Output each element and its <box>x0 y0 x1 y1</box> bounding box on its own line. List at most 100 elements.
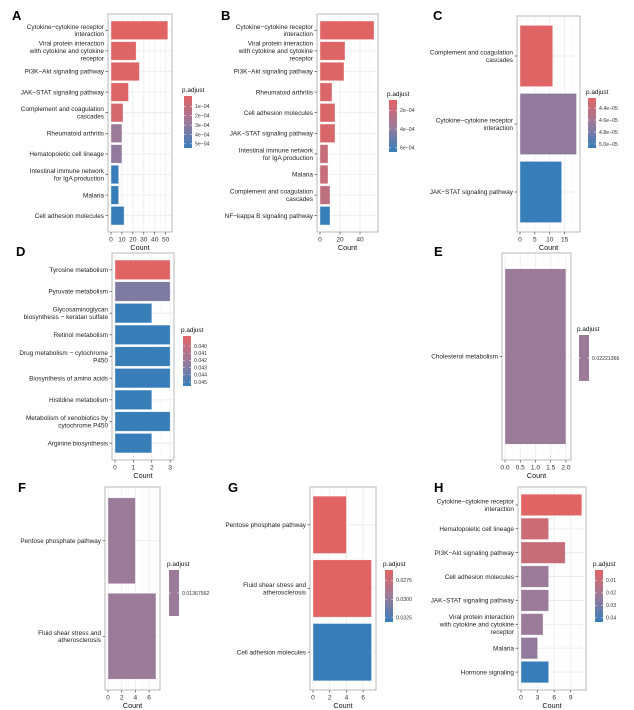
x-tick-label: 0 <box>109 237 113 244</box>
bar-a-2 <box>110 41 137 61</box>
category-label-line: Hormone signaling <box>461 669 515 676</box>
category-label-line: Fluid shear stress and <box>38 630 101 637</box>
legend-title: p.adjust <box>181 327 204 334</box>
x-tick-label: 0 <box>106 695 110 702</box>
x-tick-label: 10 <box>546 237 554 244</box>
category-label-line: for IgA production <box>54 175 105 182</box>
category-label-line: Biosynthesis of amino acids <box>29 375 108 382</box>
bar-a-3 <box>110 61 140 82</box>
x-tick-label: 0.5 <box>516 465 525 472</box>
bar-b-8 <box>319 164 329 185</box>
bar-b-7 <box>319 144 329 164</box>
legend-tick-label: 0.01367562 <box>182 591 210 597</box>
bar-d-2 <box>114 281 171 302</box>
x-tick-label: 2 <box>328 695 332 702</box>
legend-tick-label: 0.02221366 <box>592 356 620 362</box>
category-label-line: with cytokine and cytokine <box>439 622 515 629</box>
bar-b-5 <box>319 103 336 123</box>
panel-b: B Cytokine−cytokine receptor interaction Vi… <box>221 8 415 252</box>
category-label: Biosynthesis of amino acids <box>29 375 108 382</box>
category-label-line: Complement and coagulation <box>230 189 314 196</box>
legend-tick-label: 0.044 <box>194 373 207 379</box>
x-tick-label: 2 <box>150 465 154 472</box>
category-label: Rheumatoid arthritis <box>256 89 313 96</box>
panel-letter-e: E <box>434 244 443 259</box>
bar-a-5 <box>110 103 124 123</box>
legend-colorbar <box>184 96 192 148</box>
category-label: Arginine biosynthesis <box>48 440 108 447</box>
bar-b-3 <box>319 61 345 82</box>
bar-f-1 <box>107 497 136 585</box>
category-label: Metabolism of xenobiotics by cytochrome P… <box>26 415 109 429</box>
x-axis-title: Count <box>539 243 558 252</box>
x-tick-label: 40 <box>151 237 159 244</box>
category-label-line: Metabolism of xenobiotics by <box>26 415 109 422</box>
category-label-line: atherosclerosis <box>263 589 306 596</box>
category-label: Cytokine−cytokine receptor interaction <box>437 498 515 512</box>
x-tick-label: 0.0 <box>500 465 509 472</box>
category-label-line: Rheumatoid arthritis <box>256 89 313 96</box>
panel-letter-b: B <box>221 8 230 23</box>
category-label-line: with cytokine and cytokine <box>238 48 314 55</box>
category-label-line: Hematopoietic cell lineage <box>29 151 104 158</box>
category-label: Drug metabolism − cytochrome P450 <box>19 350 108 364</box>
category-label-line: Arginine biosynthesis <box>48 440 108 447</box>
panel-c: C Complement and coagulation cascades Cytok… <box>430 8 618 252</box>
legend-b: p.adjust 2e−04 4e−04 6e−04 <box>387 91 415 152</box>
legend-e: p.adjust 0.02221366 <box>577 326 620 381</box>
legend-title: p.adjust <box>577 326 600 333</box>
category-label: Intestinal immune network for IgA product… <box>30 168 105 182</box>
legend-colorbar <box>183 336 191 386</box>
category-label-line: cascades <box>77 114 104 121</box>
category-label: JAK−STAT signaling pathway <box>431 598 515 605</box>
category-label: PI3K−Akt signaling pathway <box>435 550 515 557</box>
bar-b-6 <box>319 123 336 143</box>
category-label-line: atherosclerosis <box>58 637 101 644</box>
category-label-line: Complement and coagulation <box>21 106 105 113</box>
panel-h: H Cytokine−cytokine receptor interaction He… <box>431 480 617 710</box>
category-label: Malaria <box>83 192 104 199</box>
legend-tick-label: 0.042 <box>194 358 207 364</box>
category-label: Hematopoietic cell lineage <box>29 151 104 158</box>
category-label-line: receptor <box>81 56 105 63</box>
panel-e: E Cholesterol metabolism 0.0 0.5 1.0 1.5 2.0 Co… <box>431 244 619 480</box>
category-label: PI3K−Akt signaling pathway <box>25 69 105 76</box>
legend-tick-label: 4.4e−05 <box>599 106 618 112</box>
category-label: Fluid shear stress and atherosclerosis <box>38 630 101 644</box>
category-label-line: Viral protein interaction <box>39 41 105 48</box>
category-label-line: Tyrosine metabolism <box>49 267 108 274</box>
bar-b-4 <box>319 82 333 102</box>
legend-title: p.adjust <box>167 561 190 568</box>
legend-tick-label: 0.043 <box>194 365 207 371</box>
bar-c-3 <box>519 161 562 223</box>
legend-tick-label: 0.0325 <box>396 616 412 622</box>
bar-g-2 <box>312 559 372 618</box>
category-label-line: cascades <box>286 196 313 203</box>
legend-tick-label: 0.0275 <box>396 578 412 584</box>
legend-f: p.adjust 0.01367562 <box>167 561 210 616</box>
category-label-line: JAK−STAT signaling pathway <box>21 89 105 96</box>
category-label-line: PI3K−Akt signaling pathway <box>25 69 105 76</box>
x-axis-title: Count <box>130 243 149 252</box>
category-label: Pentose phosphate pathway <box>20 538 101 545</box>
bar-b-10 <box>319 206 331 226</box>
bar-a-6 <box>110 123 123 143</box>
category-label-line: Fluid shear stress and <box>243 582 306 589</box>
category-label-line: JAK−STAT signaling pathway <box>230 131 314 138</box>
x-tick-label: 4 <box>134 695 138 702</box>
category-label: Complement and coagulation cascades <box>230 189 314 203</box>
category-label-line: Cell adhesion molecules <box>35 213 104 220</box>
category-label-line: Intestinal immune network <box>239 147 314 154</box>
category-label-line: interaction <box>284 31 314 38</box>
legend-colorbar <box>389 100 397 152</box>
category-label-line: receptor <box>290 56 314 63</box>
category-label-line: PI3K−Akt signaling pathway <box>234 69 314 76</box>
category-label: JAK−STAT signaling pathway <box>21 89 105 96</box>
x-tick-label: 20 <box>129 237 137 244</box>
category-label-line: Viral protein interaction <box>449 614 515 621</box>
category-label: Pyruvate metabolism <box>48 289 108 296</box>
bar-f-2 <box>107 592 157 680</box>
x-tick-label: 0 <box>113 465 117 472</box>
category-label: JAK−STAT signaling pathway <box>430 189 514 196</box>
